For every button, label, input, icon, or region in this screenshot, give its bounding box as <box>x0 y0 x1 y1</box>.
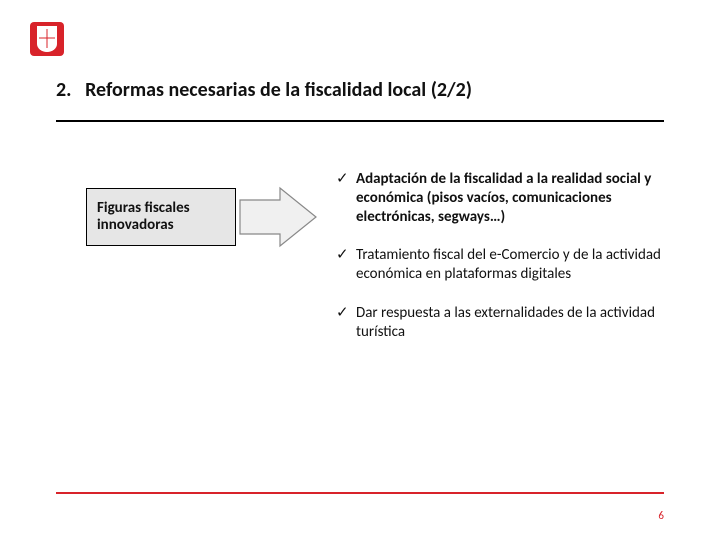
footer-rule <box>56 492 664 494</box>
concept-box: Figuras fiscales innovadoras <box>86 188 236 246</box>
concept-box-label: Figuras fiscales innovadoras <box>97 200 225 235</box>
page-title: 2. Reformas necesarias de la fiscalidad … <box>56 78 664 122</box>
list-item: ✓ Tratamiento fiscal del e-Comercio y de… <box>336 246 664 284</box>
bullet-text: Adaptación de la fiscalidad a la realida… <box>356 170 664 226</box>
check-icon: ✓ <box>336 246 356 284</box>
logo-badge <box>30 22 64 56</box>
bullet-text: Dar respuesta a las externalidades de la… <box>356 304 664 342</box>
title-text: Reformas necesarias de la fiscalidad loc… <box>85 78 472 102</box>
content-region: Figuras fiscales innovadoras ✓ Adaptació… <box>56 170 664 361</box>
arrow-right-icon <box>238 186 318 248</box>
barcelona-shield-icon <box>37 26 57 52</box>
left-column: Figuras fiscales innovadoras <box>56 170 316 361</box>
title-region: 2. Reformas necesarias de la fiscalidad … <box>56 78 664 122</box>
list-item: ✓ Dar respuesta a las externalidades de … <box>336 304 664 342</box>
list-item: ✓ Adaptación de la fiscalidad a la reali… <box>336 170 664 226</box>
check-icon: ✓ <box>336 170 356 226</box>
bullet-list: ✓ Adaptación de la fiscalidad a la reali… <box>316 170 664 361</box>
check-icon: ✓ <box>336 304 356 342</box>
page-number: 6 <box>658 509 664 522</box>
title-number: 2. <box>56 78 71 102</box>
bullet-text: Tratamiento fiscal del e-Comercio y de l… <box>356 246 664 284</box>
